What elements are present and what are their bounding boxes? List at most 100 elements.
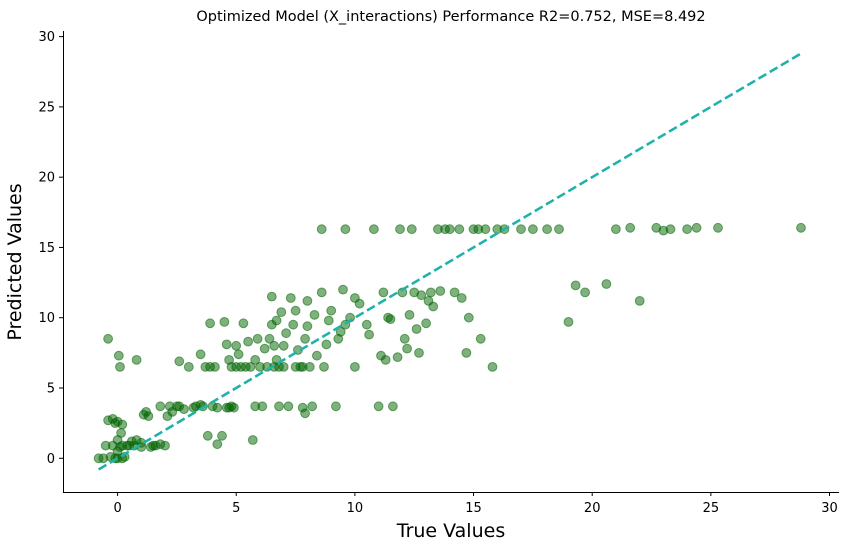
data-point (116, 428, 126, 438)
data-point (250, 355, 261, 365)
data-point (231, 340, 242, 351)
data-point (416, 290, 427, 301)
y-tick-label: 30 (38, 30, 55, 45)
data-point (266, 291, 277, 302)
data-point (480, 224, 491, 235)
data-point (210, 362, 220, 372)
data-point (115, 362, 125, 372)
data-point (682, 224, 692, 235)
y-tick-label: 20 (38, 171, 55, 186)
data-point (276, 307, 287, 318)
data-point (542, 224, 552, 235)
data-point (397, 287, 408, 298)
data-point (350, 362, 360, 372)
data-point (300, 408, 311, 419)
data-point (264, 333, 275, 344)
data-point (271, 315, 282, 326)
data-point (354, 298, 365, 309)
data-point (399, 333, 410, 344)
data-point (278, 362, 289, 372)
data-point (257, 401, 268, 412)
data-point (425, 287, 436, 298)
data-point (312, 350, 322, 361)
data-point (103, 333, 113, 344)
y-tick-label: 25 (38, 100, 55, 115)
data-point (388, 401, 398, 412)
x-tick-label: 10 (347, 501, 364, 516)
y-axis-ticks: 0 5 10 15 20 25 30 (38, 30, 63, 467)
data-point (475, 333, 486, 344)
data-point (195, 349, 206, 360)
data-point (212, 402, 223, 413)
data-point (288, 319, 299, 330)
data-point (221, 402, 232, 413)
data-point (326, 305, 337, 316)
data-point (691, 222, 702, 233)
scatter-points (93, 222, 806, 464)
data-point (179, 404, 189, 415)
data-point (259, 343, 270, 354)
data-point (278, 340, 289, 351)
x-tick-label: 0 (113, 501, 121, 516)
data-point (444, 224, 455, 235)
y-tick-label: 15 (38, 241, 55, 256)
data-point (456, 293, 467, 303)
data-point (385, 314, 396, 325)
data-point (269, 340, 280, 351)
data-point (245, 362, 256, 372)
data-point (321, 339, 332, 350)
data-point (665, 224, 676, 235)
data-point (449, 287, 460, 298)
x-tick-label: 30 (821, 501, 838, 516)
data-point (219, 317, 230, 327)
data-point (316, 224, 327, 235)
data-point (247, 435, 258, 445)
data-point (611, 224, 621, 235)
data-point (221, 339, 232, 350)
y-tick-label: 10 (38, 311, 55, 326)
chart-title: Optimized Model (X_interactions) Perform… (196, 9, 705, 25)
y-tick-label: 5 (47, 381, 55, 396)
data-point (421, 318, 432, 329)
data-point (454, 224, 465, 235)
data-point (404, 310, 415, 320)
data-point (364, 329, 375, 340)
x-tick-label: 20 (584, 501, 601, 516)
data-point (463, 312, 474, 323)
data-point (580, 287, 590, 298)
data-point (411, 324, 422, 334)
data-point (143, 411, 154, 422)
data-point (380, 355, 391, 365)
reference-line (97, 52, 802, 471)
x-axis-ticks: 0 5 10 15 20 25 30 (113, 492, 838, 516)
x-axis-title: True Values (396, 520, 505, 542)
data-point (243, 336, 254, 347)
data-point (304, 362, 315, 372)
data-point (323, 315, 334, 326)
data-point (634, 296, 645, 306)
data-point (174, 356, 185, 367)
data-point (212, 439, 223, 450)
x-tick-label: 25 (703, 501, 720, 516)
data-point (338, 284, 348, 295)
data-point (601, 279, 612, 289)
data-point (290, 305, 301, 316)
data-point (309, 310, 320, 320)
data-point (340, 224, 351, 235)
data-point (238, 318, 249, 329)
data-point (285, 293, 296, 303)
data-point (428, 301, 439, 312)
data-point (516, 224, 526, 235)
data-point (117, 419, 128, 430)
data-point (796, 222, 806, 233)
data-point (131, 355, 142, 365)
data-point (283, 401, 294, 412)
data-point (395, 224, 405, 235)
data-point (487, 362, 498, 372)
data-point (406, 224, 417, 235)
data-point (302, 321, 313, 332)
data-point (435, 286, 446, 296)
data-point (378, 287, 389, 298)
data-point (252, 333, 263, 344)
data-point (402, 343, 413, 354)
